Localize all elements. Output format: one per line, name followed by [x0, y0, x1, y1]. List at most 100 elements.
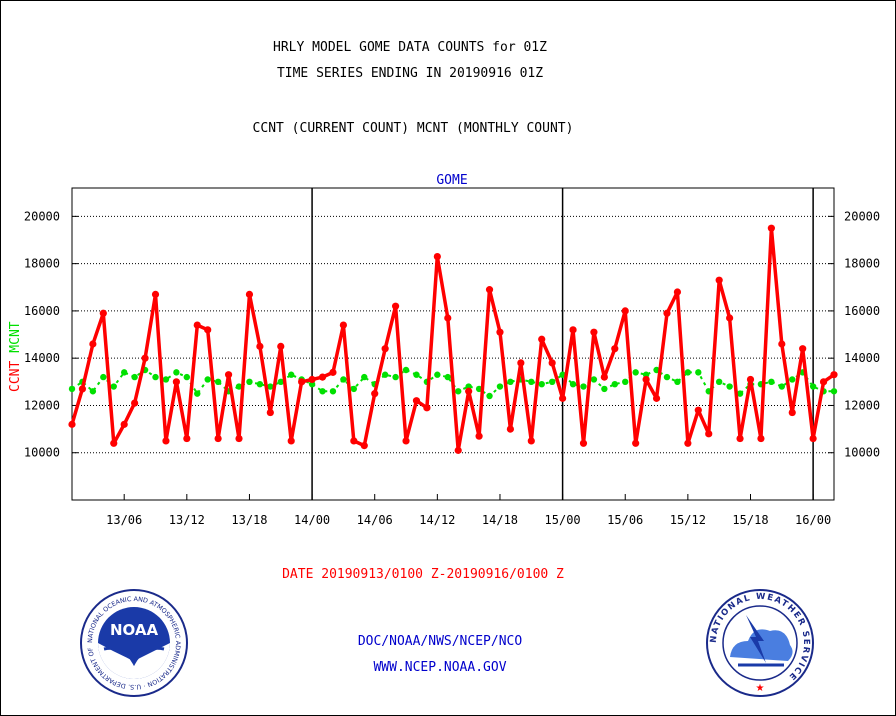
data-point-mcnt	[246, 378, 253, 386]
data-point-ccnt	[402, 437, 410, 445]
data-point-ccnt	[705, 430, 713, 438]
data-point-mcnt	[340, 376, 347, 383]
data-point-mcnt	[486, 392, 493, 400]
noaa-logo: NOAA NATIONAL OCEANIC AND ATMOSPHERIC AD…	[80, 589, 188, 697]
x-tick-label: 15/18	[732, 513, 768, 527]
data-point-mcnt	[830, 388, 838, 395]
data-point-ccnt	[757, 434, 765, 443]
data-point-ccnt	[673, 288, 682, 296]
footer-org-link[interactable]: DOC/NOAA/NWS/NCEP/NCO	[358, 634, 523, 649]
y-tick-label-right: 16000	[844, 304, 880, 318]
data-point-ccnt	[318, 373, 327, 381]
data-point-mcnt	[684, 369, 692, 376]
x-tick-label: 13/12	[169, 513, 205, 527]
x-tick-label: 13/06	[106, 513, 142, 527]
data-point-mcnt	[569, 380, 577, 388]
data-point-mcnt	[204, 376, 211, 383]
data-point-mcnt	[183, 373, 191, 381]
plot-area: 10000 10000 12000 12000 14000 14000 16000 16000…	[24, 187, 880, 527]
footer-url-link[interactable]: WWW.NCEP.NOAA.GOV	[373, 660, 506, 675]
y-tick-label-left: 14000	[24, 351, 60, 365]
data-point-mcnt	[288, 371, 295, 378]
data-point-mcnt	[361, 373, 368, 381]
data-point-mcnt	[392, 373, 399, 381]
data-point-ccnt	[266, 408, 274, 417]
data-point-mcnt	[235, 383, 243, 390]
data-point-ccnt	[256, 342, 264, 350]
data-point-mcnt	[214, 378, 222, 386]
data-point-ccnt	[433, 252, 441, 261]
data-point-ccnt	[172, 378, 180, 386]
data-point-mcnt	[413, 371, 420, 378]
data-point-ccnt	[141, 354, 149, 362]
data-point-mcnt	[809, 383, 817, 390]
data-point-ccnt	[496, 328, 504, 336]
data-point-ccnt	[527, 437, 535, 445]
data-point-ccnt	[736, 434, 744, 443]
data-point-ccnt	[788, 408, 796, 417]
data-point-ccnt	[485, 286, 494, 294]
data-point-mcnt	[100, 373, 107, 381]
x-tick-label: 14/18	[482, 513, 518, 527]
data-point-mcnt	[68, 385, 76, 393]
x-tick-label: 15/12	[670, 513, 706, 527]
data-point-ccnt	[162, 437, 170, 445]
data-point-mcnt	[319, 388, 326, 395]
data-point-mcnt	[632, 369, 639, 376]
data-point-ccnt	[694, 406, 702, 414]
data-point-ccnt	[68, 420, 76, 428]
data-point-mcnt	[444, 373, 451, 381]
data-point-ccnt	[611, 345, 619, 353]
data-point-mcnt	[496, 383, 504, 390]
data-point-mcnt	[778, 383, 786, 390]
data-point-ccnt	[663, 309, 671, 317]
data-point-mcnt	[455, 388, 462, 395]
data-point-ccnt	[224, 371, 233, 379]
y-tick-label-right: 12000	[844, 398, 880, 412]
nws-cloud-icon	[730, 629, 793, 661]
nws-star-icon: ★	[756, 683, 765, 694]
data-point-mcnt	[715, 378, 723, 386]
data-point-mcnt	[528, 378, 535, 386]
data-point-mcnt	[267, 383, 274, 390]
data-point-mcnt	[601, 385, 608, 393]
data-point-ccnt	[214, 434, 222, 443]
data-point-mcnt	[152, 373, 159, 381]
data-point-ccnt	[830, 371, 838, 379]
data-point-ccnt	[89, 340, 97, 348]
data-point-ccnt	[391, 302, 400, 310]
data-point-ccnt	[819, 378, 828, 386]
data-point-ccnt	[245, 290, 254, 298]
noaa-wing-icon	[103, 646, 165, 667]
data-point-ccnt	[715, 276, 723, 284]
data-point-mcnt	[726, 383, 733, 390]
data-point-ccnt	[579, 439, 588, 447]
data-point-ccnt	[517, 359, 525, 367]
data-point-ccnt	[308, 375, 316, 384]
data-point-mcnt	[663, 373, 671, 381]
data-point-ccnt	[360, 442, 368, 450]
y-tick-label-left: 12000	[24, 398, 60, 412]
data-point-mcnt	[674, 378, 681, 386]
data-point-ccnt	[767, 224, 775, 232]
data-point-mcnt	[590, 376, 598, 383]
y-label-mcnt: MCNT	[8, 321, 23, 352]
x-tick-label: 15/00	[545, 513, 581, 527]
data-point-mcnt	[173, 369, 180, 376]
data-point-ccnt	[684, 439, 692, 447]
data-point-mcnt	[89, 388, 97, 395]
data-point-ccnt	[204, 326, 212, 334]
nws-logo: ★ NATIONAL WEATHER SERVICE	[706, 589, 814, 697]
data-point-ccnt	[120, 420, 128, 428]
data-point-ccnt	[381, 345, 389, 353]
data-point-ccnt	[809, 434, 817, 443]
data-point-ccnt	[475, 432, 483, 440]
data-point-ccnt	[193, 321, 201, 329]
y-tick-label-right: 14000	[844, 351, 880, 365]
data-point-mcnt	[695, 369, 702, 376]
data-point-mcnt	[768, 378, 775, 386]
data-point-ccnt	[465, 387, 473, 395]
data-point-mcnt	[402, 366, 410, 374]
chart-title-gome: GOME	[436, 173, 467, 188]
data-point-mcnt	[538, 380, 545, 388]
